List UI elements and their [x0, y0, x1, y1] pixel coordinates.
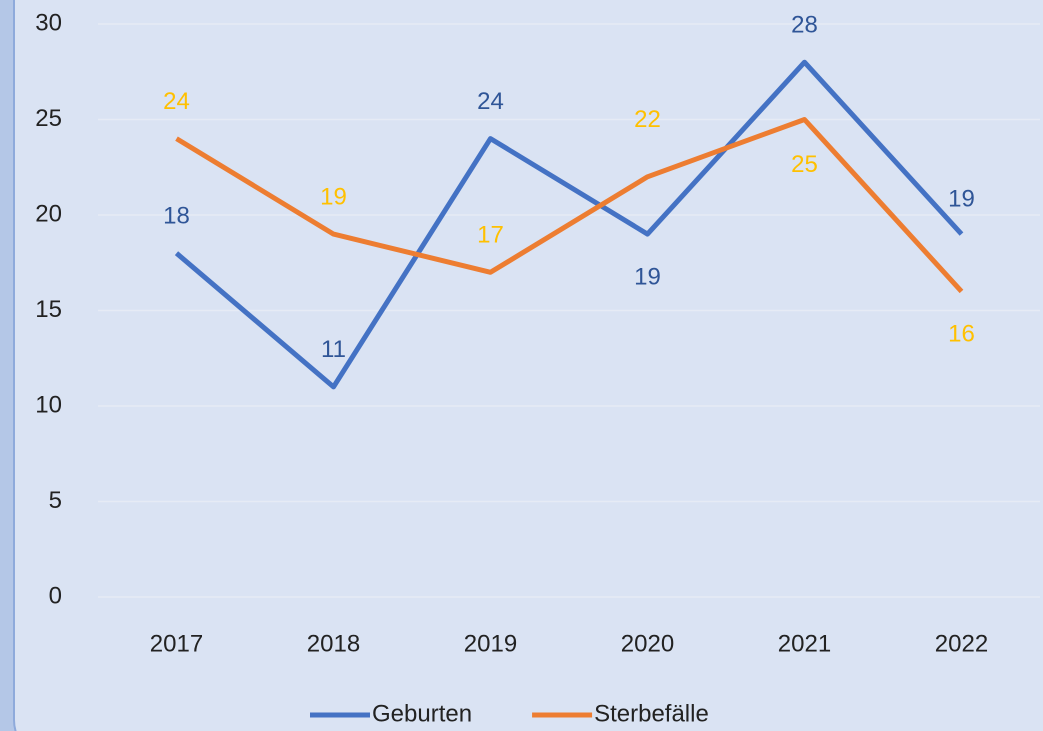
data-label: 24 — [163, 88, 190, 115]
data-label: 28 — [791, 12, 818, 39]
data-label: 19 — [948, 185, 975, 212]
y-tick-label: 5 — [49, 487, 62, 514]
data-label: 17 — [477, 222, 504, 249]
y-tick-label: 20 — [35, 200, 62, 227]
x-tick-label: 2018 — [307, 630, 360, 657]
data-label: 19 — [320, 183, 347, 210]
data-label: 11 — [321, 336, 346, 363]
chart-panel — [13, 0, 1043, 731]
x-tick-label: 2022 — [935, 630, 988, 657]
y-tick-label: 15 — [35, 296, 62, 323]
y-tick-label: 25 — [35, 105, 62, 132]
legend-label: Sterbefälle — [594, 700, 709, 727]
data-label: 18 — [163, 203, 190, 230]
y-tick-label: 0 — [49, 582, 62, 609]
x-tick-label: 2021 — [778, 630, 831, 657]
x-tick-label: 2017 — [150, 630, 203, 657]
series-line — [174, 59, 964, 390]
x-tick-label: 2020 — [621, 630, 674, 657]
data-label: 25 — [791, 151, 818, 178]
x-tick-label: 2019 — [464, 630, 517, 657]
legend-label: Geburten — [372, 700, 472, 727]
y-tick-label: 30 — [35, 9, 62, 36]
y-tick-label: 10 — [35, 391, 62, 418]
data-label: 24 — [477, 88, 504, 115]
series-line — [175, 117, 964, 294]
data-label: 22 — [634, 106, 661, 133]
data-label: 19 — [634, 263, 661, 290]
data-label: 16 — [948, 321, 975, 348]
